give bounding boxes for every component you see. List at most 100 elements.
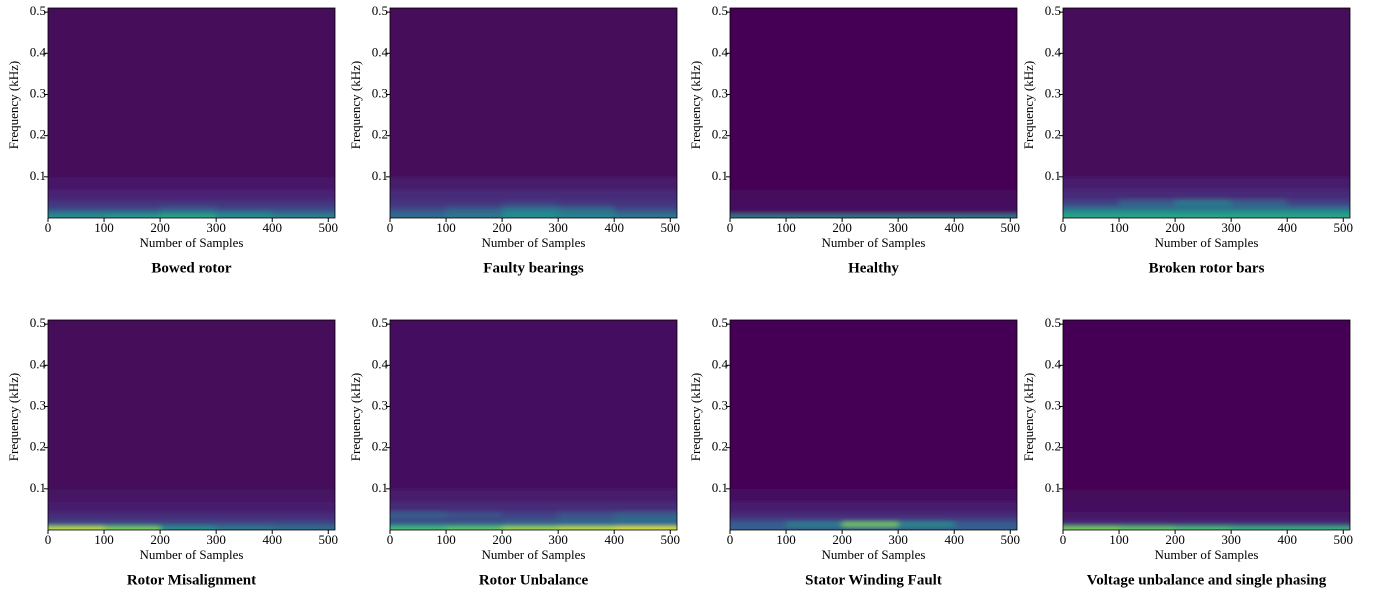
heatmap-cell [1175,176,1232,190]
heatmap-cell [786,199,843,207]
heatmap-cell [160,511,217,519]
x-tick-label: 400 [262,220,282,235]
heatmap-cell [558,199,615,207]
y-tick-label: 0.5 [1045,315,1061,330]
heatmap-cell [272,205,335,211]
heatmap-cell [898,488,955,502]
y-axis-label: Frequency (kHz) [6,373,21,461]
heatmap-cell [216,320,273,490]
heatmap-cell [216,205,273,211]
heatmap-cell [502,205,559,211]
heatmap-cell [898,199,955,207]
y-axis-label: Frequency (kHz) [1021,373,1036,461]
heatmap-cell [272,8,335,178]
x-tick-label: 100 [436,220,456,235]
y-tick-label: 0.1 [30,168,46,183]
y-tick-label: 0.2 [712,127,728,142]
heatmap-cell [954,488,1017,502]
x-tick-label: 0 [727,532,734,547]
heatmap-cell [160,488,217,502]
heatmap-cell [390,199,447,207]
x-tick-label: 100 [1109,220,1129,235]
x-axis-label: Number of Samples [140,547,244,562]
heatmap-cell [272,199,335,207]
y-tick-label: 0.1 [1045,480,1061,495]
heatmap-cell [1287,501,1350,512]
y-tick-label: 0.4 [712,356,729,371]
x-tick-label: 100 [94,220,114,235]
heatmap-cell [842,209,899,215]
heatmap-cell [786,8,843,178]
heatmap-cell [1119,205,1176,211]
x-tick-label: 100 [776,532,796,547]
heatmap [1063,320,1350,530]
heatmap-cell [1175,209,1232,215]
y-tick-label: 0.5 [712,315,728,330]
x-tick-label: 400 [604,532,624,547]
heatmap-cell [160,176,217,190]
heatmap-cell [104,488,161,502]
heatmap-cell [446,209,503,215]
heatmap-cell [898,521,955,527]
heatmap-cell [1287,525,1350,530]
heatmap-cell [104,209,161,215]
heatmap-cell [48,209,105,215]
x-tick-label: 200 [1165,532,1185,547]
y-tick-label: 0.4 [372,356,389,371]
y-tick-label: 0.3 [712,85,728,100]
x-tick-label: 200 [832,220,852,235]
heatmap-cell [954,521,1017,527]
heatmap-cell [898,213,955,218]
heatmap-cell [160,517,217,523]
heatmap-cell [1063,320,1120,490]
x-tick-label: 500 [661,532,681,547]
y-tick-label: 0.3 [712,397,728,412]
heatmap-cell [614,209,677,215]
heatmap-cell [786,209,843,215]
heatmap-cell [502,199,559,207]
heatmap-cell [1231,501,1288,512]
heatmap-cell [730,517,787,523]
plot-frame [47,7,336,219]
x-tick-label: 0 [387,220,394,235]
x-tick-label: 200 [150,220,170,235]
heatmap-cell [730,205,787,211]
heatmap-cell [216,511,273,519]
heatmap-cell [954,209,1017,215]
heatmap-cell [614,199,677,207]
heatmap-cell [1287,209,1350,215]
x-tick-label: 500 [661,220,681,235]
y-tick-label: 0.3 [1045,397,1061,412]
x-tick-label: 400 [1277,532,1297,547]
x-tick-label: 0 [727,220,734,235]
heatmap-cell [1063,205,1120,211]
heatmap-cell [390,320,447,490]
heatmap-cell [730,189,787,200]
heatmap-cell [730,501,787,512]
x-tick-label: 400 [944,220,964,235]
heatmap-cell [272,213,335,218]
x-tick-label: 100 [776,220,796,235]
heatmap-cell [216,501,273,512]
heatmap-cell [1287,8,1350,178]
heatmap-cell [48,199,105,207]
heatmap-cell [446,501,503,512]
x-tick-label: 0 [387,532,394,547]
heatmap [730,8,1017,218]
heatmap-cell [390,205,447,211]
heatmap-cell [1063,213,1120,218]
heatmap-cell [614,8,677,178]
heatmap [730,320,1017,530]
heatmap-cell [446,213,503,218]
heatmap-cell [216,213,273,218]
heatmap-cell [730,8,787,178]
heatmap-cell [1287,521,1350,527]
heatmap-cell [48,176,105,190]
heatmap-cell [48,501,105,512]
heatmap-cells [48,320,335,530]
x-tick-label: 200 [492,220,512,235]
heatmap-cell [502,488,559,502]
heatmap-cell [160,205,217,211]
heatmap-cell [446,517,503,523]
